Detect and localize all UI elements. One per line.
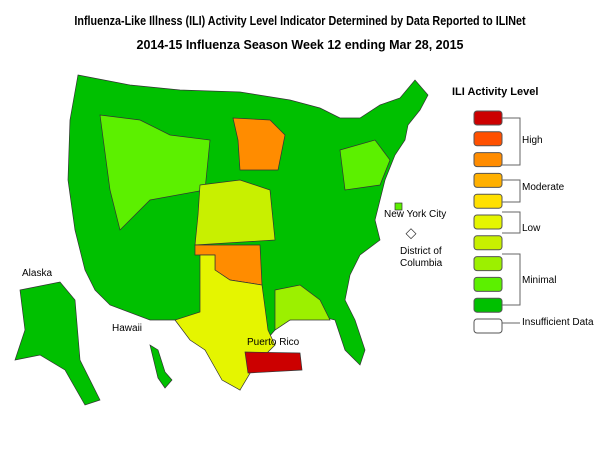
legend-swatch xyxy=(473,276,503,292)
state-hawaii xyxy=(149,344,173,389)
legend-swatch xyxy=(473,110,503,126)
dc-marker xyxy=(405,228,417,240)
legend-swatch xyxy=(473,131,503,147)
label-puerto-rico: Puerto Rico xyxy=(247,337,300,348)
legend-insufficient: Insufficient Data xyxy=(522,317,594,328)
legend-swatch xyxy=(473,152,503,168)
state-minnesota xyxy=(232,117,286,171)
region-low xyxy=(194,179,276,246)
legend-brackets xyxy=(502,117,521,324)
legend-swatch xyxy=(473,297,503,313)
legend-swatch xyxy=(473,214,503,230)
puerto-rico xyxy=(244,351,303,374)
label-nyc: New York City xyxy=(384,209,447,220)
legend-swatch xyxy=(473,318,503,334)
label-hawaii: Hawaii xyxy=(112,323,143,334)
map-subtitle: 2014-15 Influenza Season Week 12 ending … xyxy=(136,38,464,52)
label-alaska: Alaska xyxy=(22,268,53,279)
region-northeast-light xyxy=(339,139,391,191)
nyc-marker xyxy=(394,202,403,211)
legend-minimal: Minimal xyxy=(522,275,557,286)
legend-swatch xyxy=(473,193,503,209)
legend-title: ILI Activity Level xyxy=(452,86,539,98)
map-title: Influenza-Like Illness (ILI) Activity Le… xyxy=(74,14,526,28)
region-southeast-light xyxy=(274,284,331,331)
legend-swatch xyxy=(473,235,503,251)
legend-high: High xyxy=(522,135,543,146)
legend-low: Low xyxy=(522,223,541,234)
label-dc: District of Columbia xyxy=(400,246,443,269)
state-alaska xyxy=(14,281,101,406)
legend-moderate: Moderate xyxy=(522,182,565,193)
legend-swatch xyxy=(473,256,503,272)
legend-swatch xyxy=(473,172,503,188)
legend-swatches xyxy=(473,110,503,334)
